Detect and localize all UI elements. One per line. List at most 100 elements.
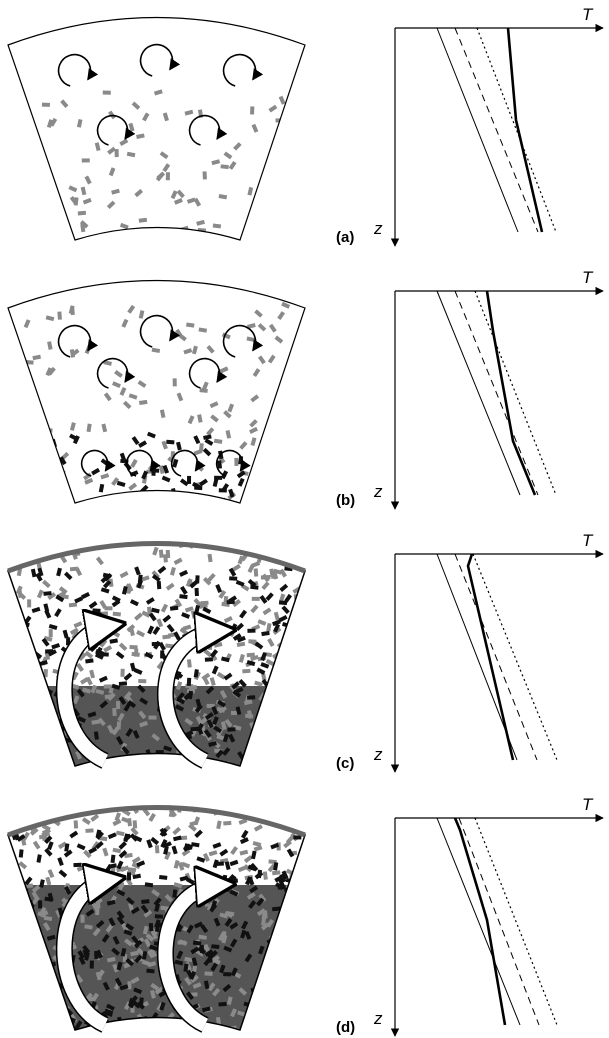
particle bbox=[163, 554, 168, 562]
particle bbox=[305, 582, 310, 591]
particle bbox=[37, 451, 43, 460]
particle bbox=[74, 820, 78, 828]
particle bbox=[56, 498, 64, 502]
particle bbox=[271, 982, 278, 991]
particle bbox=[43, 723, 51, 732]
particle bbox=[266, 492, 274, 501]
particle bbox=[253, 996, 259, 1005]
particle bbox=[14, 548, 21, 557]
particle bbox=[287, 985, 292, 993]
particle bbox=[284, 707, 292, 716]
particle bbox=[16, 749, 25, 757]
particle bbox=[21, 962, 30, 970]
particle bbox=[34, 440, 42, 445]
particle bbox=[297, 868, 304, 877]
particle bbox=[16, 1012, 23, 1021]
particle bbox=[36, 967, 44, 976]
profile-line bbox=[455, 291, 538, 495]
particle bbox=[21, 745, 30, 752]
panel: Tz(b) bbox=[8, 268, 603, 509]
particle bbox=[14, 756, 23, 762]
particle bbox=[295, 443, 301, 452]
particle bbox=[280, 435, 289, 443]
particle bbox=[187, 659, 192, 667]
particle bbox=[30, 728, 37, 737]
particle bbox=[10, 180, 19, 188]
particle bbox=[14, 497, 21, 506]
particle bbox=[290, 548, 299, 555]
particle bbox=[159, 1019, 163, 1027]
particle bbox=[291, 436, 300, 444]
particle bbox=[261, 471, 269, 475]
particle bbox=[292, 739, 301, 747]
particle bbox=[254, 568, 259, 576]
particle bbox=[40, 702, 49, 710]
particle bbox=[300, 622, 307, 631]
particle bbox=[36, 807, 42, 816]
particle bbox=[24, 1000, 33, 1008]
particle bbox=[303, 605, 312, 611]
particle bbox=[280, 224, 288, 233]
particle bbox=[28, 673, 37, 678]
particle bbox=[268, 757, 276, 762]
particle bbox=[24, 982, 32, 991]
particle bbox=[18, 816, 25, 825]
particle bbox=[21, 740, 28, 749]
particle bbox=[218, 1002, 226, 1007]
particle bbox=[112, 708, 116, 716]
particle bbox=[187, 678, 191, 686]
particle bbox=[247, 695, 255, 699]
particle bbox=[269, 429, 275, 438]
particle bbox=[24, 942, 31, 951]
particle bbox=[154, 1019, 163, 1027]
particle bbox=[27, 708, 34, 717]
particle bbox=[229, 576, 237, 580]
particle bbox=[48, 1002, 57, 1010]
particle bbox=[267, 1005, 273, 1014]
particle bbox=[116, 882, 124, 886]
particle bbox=[25, 1012, 32, 1021]
particle bbox=[19, 133, 24, 141]
particle bbox=[127, 872, 131, 880]
particle bbox=[40, 1004, 48, 1009]
particle bbox=[14, 974, 23, 982]
particle bbox=[41, 1029, 50, 1034]
particle bbox=[273, 477, 281, 486]
particle bbox=[276, 709, 285, 716]
particle bbox=[292, 1016, 300, 1021]
particle bbox=[52, 738, 60, 747]
particle bbox=[289, 906, 296, 915]
particle bbox=[293, 638, 302, 644]
particle bbox=[297, 1020, 303, 1029]
particle bbox=[278, 544, 287, 552]
panel-label: (a) bbox=[336, 229, 354, 246]
particle bbox=[18, 933, 27, 940]
particle bbox=[303, 905, 311, 914]
t-axis-label: T bbox=[582, 795, 594, 814]
particle bbox=[36, 1026, 45, 1031]
particle bbox=[285, 763, 293, 772]
particle bbox=[10, 469, 19, 476]
particle bbox=[208, 642, 212, 650]
panel-label: (d) bbox=[336, 1019, 355, 1036]
particle bbox=[148, 715, 156, 719]
z-axis-label: z bbox=[373, 219, 383, 238]
particle bbox=[82, 158, 90, 162]
panel-label: (c) bbox=[336, 755, 354, 772]
particle bbox=[285, 907, 293, 916]
particle bbox=[35, 438, 43, 447]
particle bbox=[94, 951, 98, 959]
particle bbox=[142, 757, 148, 766]
particle bbox=[51, 997, 60, 1005]
particle bbox=[144, 1024, 150, 1033]
particle bbox=[37, 955, 42, 963]
particle bbox=[290, 364, 298, 369]
particle bbox=[172, 889, 177, 897]
particle bbox=[260, 751, 268, 755]
particle bbox=[285, 962, 294, 969]
particle bbox=[155, 914, 163, 918]
particle bbox=[271, 950, 279, 955]
particle bbox=[301, 934, 309, 943]
particle bbox=[249, 761, 255, 770]
particle bbox=[256, 459, 265, 465]
